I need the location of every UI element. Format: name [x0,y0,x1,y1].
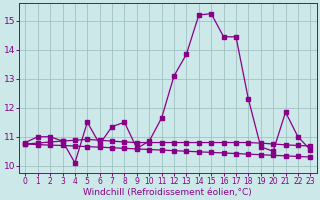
X-axis label: Windchill (Refroidissement éolien,°C): Windchill (Refroidissement éolien,°C) [84,188,252,197]
